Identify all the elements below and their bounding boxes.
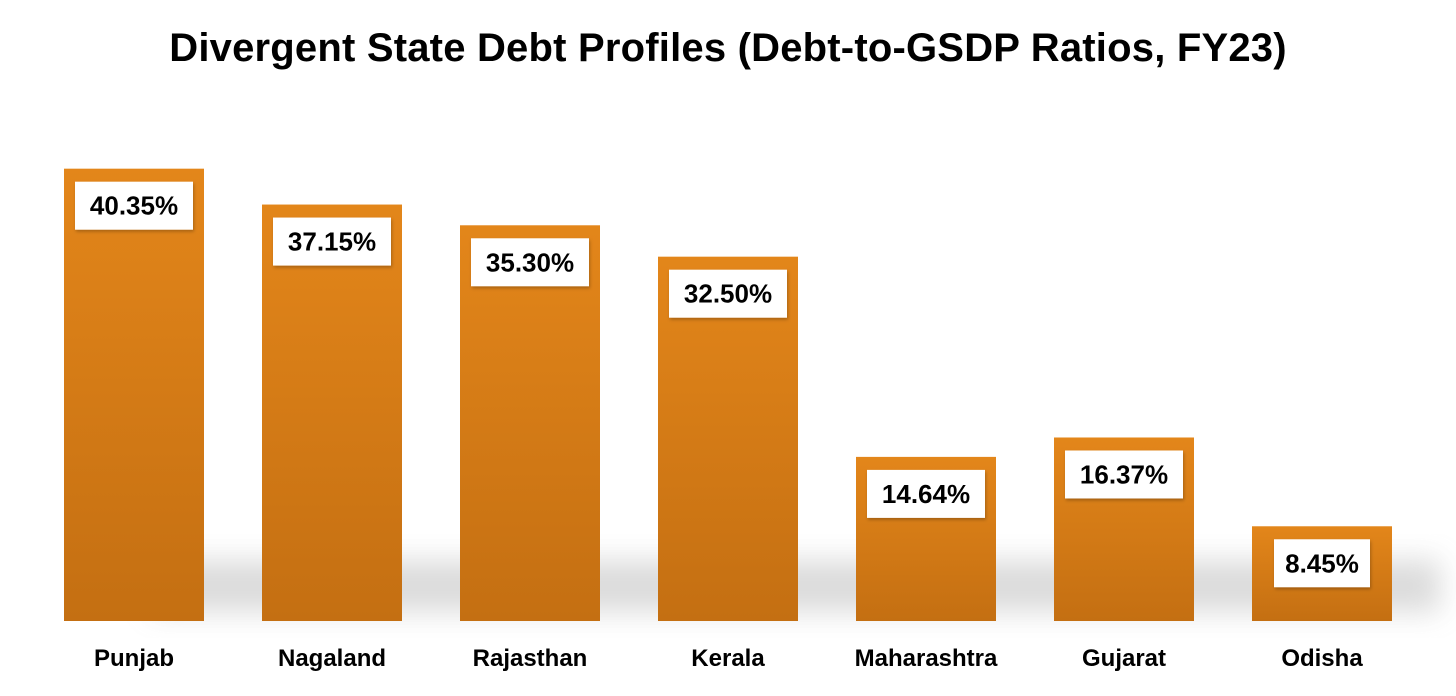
value-label: 16.37%: [1080, 459, 1168, 489]
bar-punjab: [64, 168, 204, 621]
category-label: Kerala: [691, 645, 765, 672]
value-label-box: [273, 217, 391, 266]
category-labels: Punjab Nagaland Rajasthan Kerala Maharashtra…: [94, 645, 1363, 672]
chart-title: Divergent State Debt Profiles (Debt-to-G…: [169, 26, 1287, 70]
value-label: 37.15%: [288, 227, 376, 257]
value-label-box: [1274, 539, 1370, 588]
category-label: Gujarat: [1082, 645, 1166, 672]
value-label: 14.64%: [882, 479, 970, 509]
value-labels: 40.35% 37.15% 35.30% 32.50% 14.64% 16.37% 8.45…: [75, 181, 1370, 588]
value-label-box: [669, 269, 787, 318]
category-label: Punjab: [94, 645, 174, 672]
category-label: Odisha: [1281, 645, 1363, 672]
value-label: 32.50%: [684, 279, 772, 309]
bar-nagaland: [262, 204, 402, 621]
category-label: Maharashtra: [855, 645, 998, 672]
category-label: Nagaland: [278, 645, 386, 672]
value-label-box: [75, 181, 193, 230]
bar-rajasthan: [460, 225, 600, 622]
value-label: 8.45%: [1285, 548, 1359, 578]
value-label-box: [471, 238, 589, 287]
value-label-box: [1065, 450, 1183, 499]
value-label: 35.30%: [486, 247, 574, 277]
bars: [64, 168, 1392, 622]
category-label: Rajasthan: [473, 645, 588, 672]
value-label: 40.35%: [90, 191, 178, 221]
value-label-box: [867, 469, 985, 518]
